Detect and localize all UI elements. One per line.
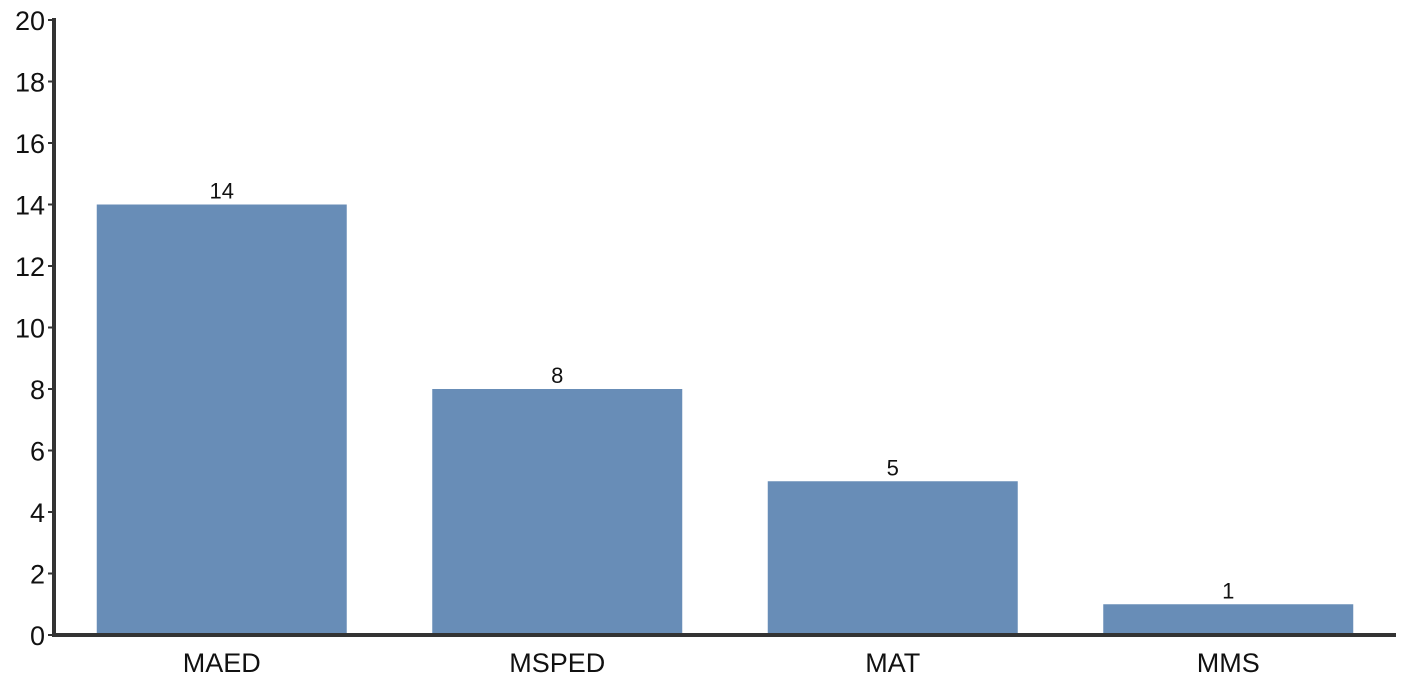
x-tick-label-maed: MAED <box>183 648 261 678</box>
data-label-mat: 5 <box>887 455 899 480</box>
bars-group <box>96 204 1354 635</box>
data-label-maed: 14 <box>210 179 234 204</box>
bar-maed <box>96 204 347 635</box>
y-tick-label: 12 <box>15 252 45 282</box>
y-tick-label: 14 <box>15 191 45 221</box>
bar-mat <box>767 481 1018 635</box>
y-tick-label: 18 <box>15 68 45 98</box>
bar-mms <box>1103 604 1354 635</box>
y-tick-label: 10 <box>15 314 45 344</box>
x-axis: MAED MSPED MAT MMS <box>52 633 1396 678</box>
data-labels-group: 14 8 5 1 <box>210 179 1235 604</box>
bar-msped <box>432 389 683 635</box>
y-tick-label: 2 <box>30 560 45 590</box>
y-tick-label: 0 <box>30 621 45 651</box>
y-tick-label: 6 <box>30 437 45 467</box>
data-label-msped: 8 <box>551 363 563 388</box>
data-label-mms: 1 <box>1222 578 1234 603</box>
y-tick-label: 4 <box>30 498 45 528</box>
y-axis: 0 2 4 6 8 10 12 14 16 18 20 <box>15 6 56 651</box>
x-tick-label-msped: MSPED <box>509 648 605 678</box>
x-tick-label-mat: MAT <box>865 648 920 678</box>
x-tick-label-mms: MMS <box>1197 648 1260 678</box>
y-tick-label: 20 <box>15 6 45 36</box>
y-tick-label: 8 <box>30 375 45 405</box>
y-tick-label: 16 <box>15 129 45 159</box>
